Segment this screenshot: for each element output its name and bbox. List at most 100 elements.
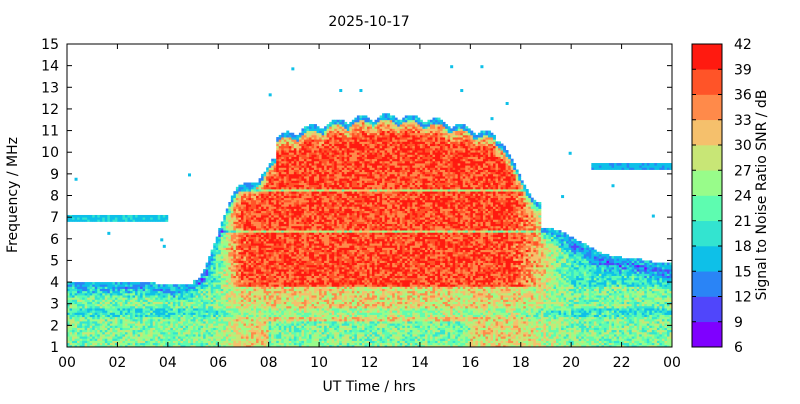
- heatmap-cell: [288, 169, 292, 173]
- heatmap-cell: [281, 260, 285, 263]
- heatmap-cell: [235, 269, 239, 272]
- heatmap-cell: [261, 204, 265, 207]
- heatmap-cell: [281, 197, 285, 201]
- heatmap-cell: [137, 331, 141, 335]
- heatmap-cell: [278, 303, 282, 307]
- heatmap-cell: [298, 180, 302, 183]
- heatmap-cell: [175, 308, 179, 311]
- heatmap-cell: [296, 227, 300, 231]
- heatmap-cell: [271, 186, 275, 190]
- heatmap-cell: [223, 262, 227, 266]
- heatmap-cell: [286, 258, 290, 261]
- heatmap-cell: [119, 301, 123, 305]
- heatmap-cell: [230, 230, 234, 233]
- heatmap-cell: [298, 191, 302, 194]
- heatmap-cell: [271, 236, 275, 240]
- heatmap-cell: [67, 292, 70, 296]
- heatmap-cell: [271, 182, 275, 186]
- heatmap-cell: [271, 321, 275, 324]
- heatmap-cell: [296, 225, 300, 229]
- heatmap-cell: [261, 323, 265, 326]
- heatmap-cell: [205, 342, 209, 346]
- heatmap-cell: [303, 303, 307, 307]
- heatmap-cell: [233, 240, 237, 244]
- heatmap-cell: [278, 253, 282, 257]
- heatmap-cell: [248, 325, 252, 328]
- heatmap-cell: [119, 308, 123, 311]
- heatmap-cell: [67, 321, 70, 324]
- heatmap-cell: [253, 342, 257, 346]
- heatmap-cell: [142, 286, 146, 289]
- heatmap-cell: [114, 299, 118, 302]
- heatmap-cell: [261, 256, 265, 259]
- heatmap-cell: [266, 273, 270, 276]
- heatmap-cell: [268, 173, 272, 177]
- heatmap-cell: [286, 264, 290, 268]
- heatmap-cell: [240, 191, 244, 194]
- heatmap-cell: [147, 323, 151, 326]
- heatmap-cell: [271, 277, 275, 281]
- heatmap-cell: [162, 340, 166, 344]
- heatmap-cell: [258, 264, 262, 268]
- heatmap-cell: [276, 173, 280, 177]
- heatmap-cell: [74, 331, 78, 335]
- heatmap-cell: [119, 299, 123, 302]
- heatmap-cell: [306, 331, 310, 335]
- heatmap-cell: [266, 251, 270, 255]
- heatmap-cell: [79, 336, 83, 339]
- heatmap-cell: [301, 323, 305, 326]
- heatmap-cell: [271, 308, 275, 311]
- heatmap-cell: [301, 275, 305, 279]
- heatmap-cell: [152, 338, 156, 341]
- heatmap-cell: [190, 340, 194, 344]
- heatmap-cell: [271, 273, 275, 276]
- heatmap-cell: [72, 301, 75, 305]
- heatmap-cell: [230, 208, 234, 212]
- heatmap-cell: [89, 310, 93, 313]
- heatmap-cell: [155, 325, 159, 328]
- heatmap-cell: [291, 206, 295, 209]
- heatmap-cell: [253, 230, 257, 233]
- heatmap-cell: [165, 301, 169, 305]
- heatmap-cell: [283, 221, 287, 225]
- heatmap-cell: [87, 344, 91, 348]
- heatmap-cell: [235, 299, 239, 302]
- heatmap-cell: [243, 338, 247, 341]
- heatmap-cell: [152, 288, 156, 292]
- heatmap-cell: [152, 299, 156, 302]
- heatmap-cell: [203, 310, 207, 313]
- heatmap-cell: [281, 323, 285, 326]
- heatmap-cell: [198, 334, 201, 337]
- heatmap-cell: [188, 288, 191, 292]
- heatmap-cell: [238, 305, 242, 309]
- heatmap-cell: [122, 334, 126, 337]
- heatmap-cell: [230, 318, 234, 322]
- heatmap-cell: [228, 286, 232, 289]
- heatmap-cell: [223, 269, 227, 272]
- heatmap-cell: [152, 295, 156, 298]
- heatmap-cell: [220, 269, 224, 272]
- heatmap-cell: [248, 247, 252, 250]
- heatmap-cell: [210, 329, 214, 333]
- heatmap-cell: [228, 308, 232, 311]
- heatmap-cell: [283, 210, 287, 214]
- heatmap-cell: [243, 275, 247, 279]
- heatmap-cell: [104, 308, 108, 311]
- heatmap-cell: [273, 323, 277, 326]
- heatmap-cell: [261, 262, 265, 266]
- heatmap-cell: [291, 197, 295, 201]
- heatmap-cell: [283, 299, 287, 302]
- heatmap-cell: [298, 340, 302, 344]
- heatmap-cell: [253, 204, 257, 207]
- heatmap-cell: [276, 338, 280, 341]
- heatmap-cell: [303, 305, 307, 309]
- heatmap-cell: [271, 217, 275, 220]
- heatmap-cell: [243, 318, 247, 322]
- heatmap-cell: [162, 217, 166, 220]
- heatmap-cell: [122, 214, 126, 218]
- heatmap-cell: [220, 327, 224, 331]
- heatmap-cell: [243, 247, 247, 250]
- heatmap-cell: [271, 199, 275, 203]
- heatmap-cell: [223, 336, 227, 339]
- heatmap-cell: [150, 334, 154, 337]
